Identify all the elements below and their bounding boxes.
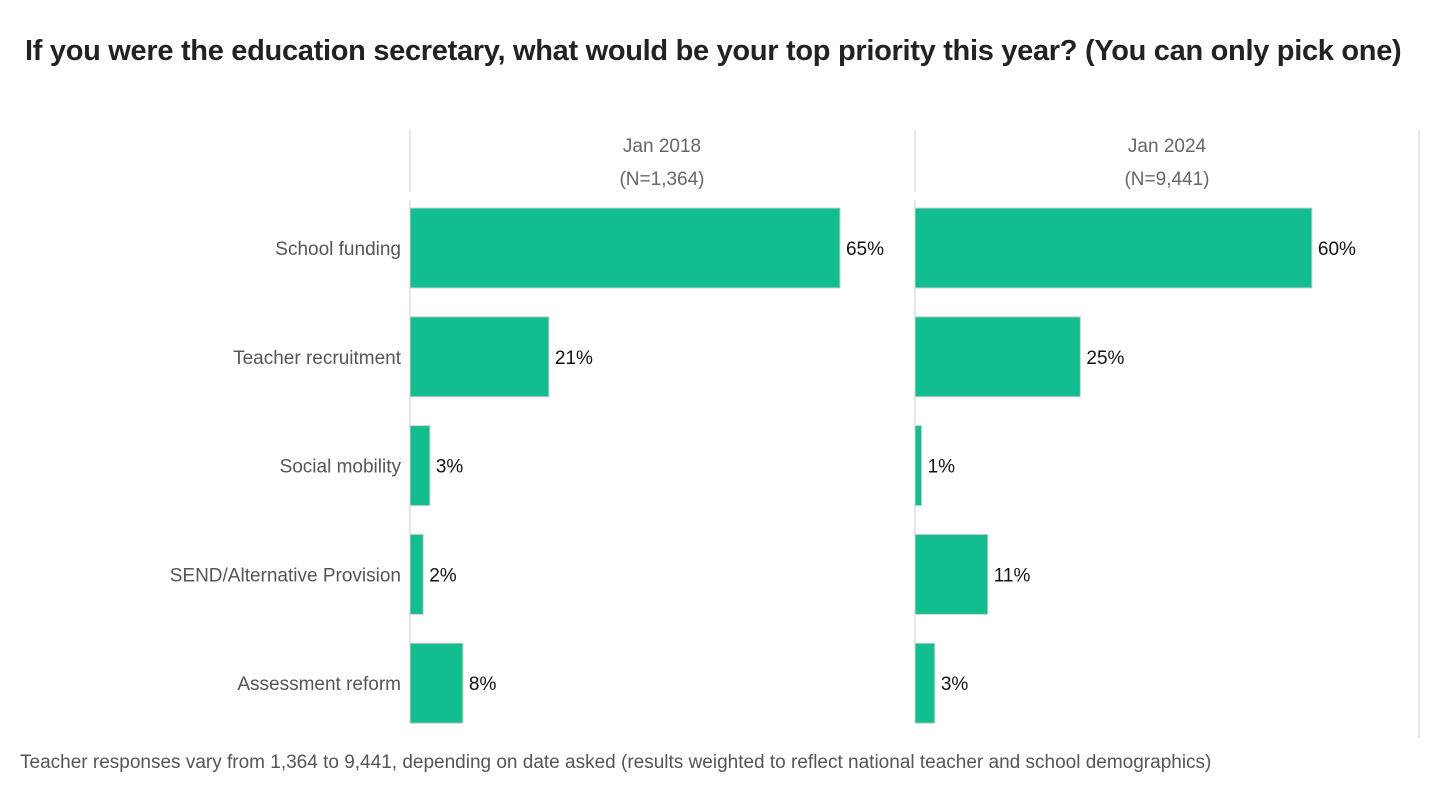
data-label: 8% (469, 674, 497, 695)
category-label: Teacher recruitment (233, 348, 402, 369)
data-label: 25% (1086, 348, 1124, 369)
bar (409, 533, 424, 615)
footnote: Teacher responses vary from 1,364 to 9,4… (20, 752, 1212, 773)
panel-label: Jan 2024 (1128, 136, 1207, 157)
bar (409, 425, 431, 507)
data-label: 2% (429, 565, 457, 586)
bar (914, 316, 1081, 398)
bar (914, 425, 923, 507)
panel-sublabel: (N=1,364) (619, 169, 704, 190)
category-label: Assessment reform (237, 674, 401, 695)
data-label: 21% (555, 348, 593, 369)
bar (409, 642, 464, 724)
chart-title: If you were the education secretary, wha… (25, 35, 1402, 67)
category-label: School funding (275, 239, 401, 260)
bar (409, 207, 841, 289)
data-label: 1% (928, 457, 956, 478)
category-label: Social mobility (280, 457, 402, 478)
panel-sublabel: (N=9,441) (1124, 169, 1209, 190)
data-label: 60% (1318, 239, 1356, 260)
bar (914, 207, 1313, 289)
data-label: 65% (846, 239, 884, 260)
panel-label: Jan 2018 (623, 136, 701, 157)
data-label: 11% (994, 565, 1031, 586)
bar (914, 533, 989, 615)
data-label: 3% (941, 674, 969, 695)
bar (914, 642, 936, 724)
bar (409, 316, 550, 398)
category-label: SEND/Alternative Provision (170, 565, 401, 586)
data-label: 3% (436, 457, 464, 478)
